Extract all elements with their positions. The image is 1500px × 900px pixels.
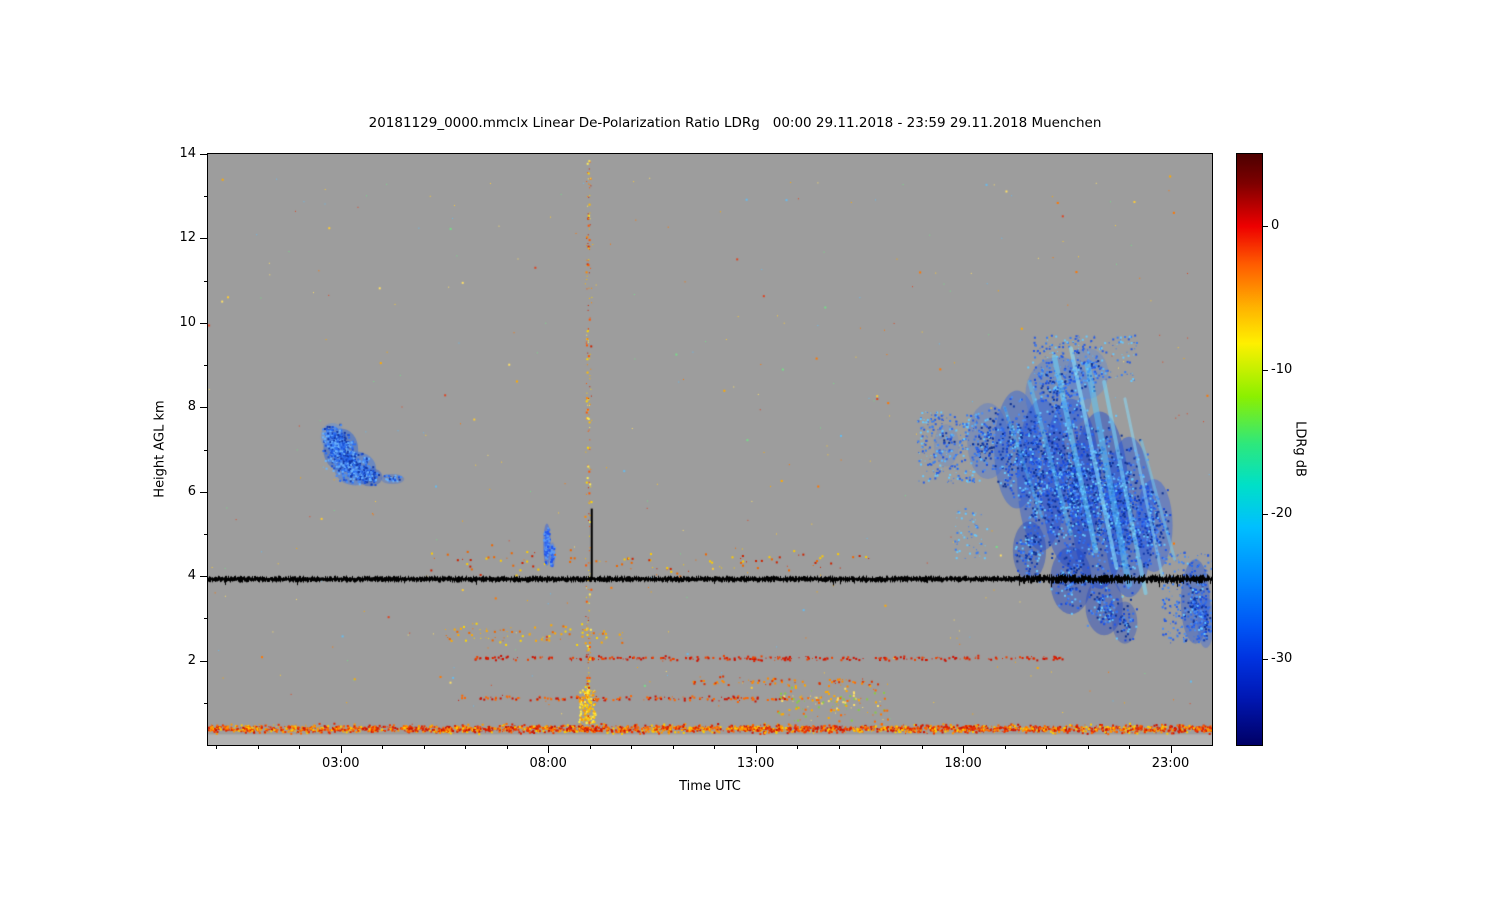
x-minor-tick [880,745,882,749]
y-tick-label: 2 [187,652,196,668]
x-minor-tick [838,745,840,749]
colorbar-canvas [1237,154,1262,745]
y-minor-tick [204,280,208,282]
x-minor-tick [299,745,301,749]
colorbar-tick [1263,370,1268,372]
y-minor-tick [204,702,208,704]
colorbar-tick [1263,514,1268,516]
y-tick-label: 10 [179,314,196,330]
colorbar-tick-label: -10 [1271,362,1293,378]
y-tick [200,322,208,324]
y-tick [200,576,208,578]
chart-title: 20181129_0000.mmclx Linear De-Polarizati… [368,115,1102,131]
x-tick [1170,745,1172,753]
y-tick [200,407,208,409]
colorbar-tick-label: -30 [1271,650,1293,666]
x-axis-label: Time UTC [679,779,741,794]
x-minor-tick [1087,745,1089,749]
colorbar-tick-label: -20 [1271,506,1293,522]
y-tick [200,660,208,662]
y-minor-tick [204,618,208,620]
y-minor-tick [204,449,208,451]
x-minor-tick [714,745,716,749]
y-tick-label: 8 [187,399,196,415]
x-minor-tick [257,745,259,749]
y-tick [200,491,208,493]
x-tick [963,745,965,753]
x-tick-label: 18:00 [944,756,982,771]
colorbar-label: LDRg dB [1292,421,1308,477]
x-tick [340,745,342,753]
y-minor-tick [204,533,208,535]
x-minor-tick [506,745,508,749]
x-minor-tick [465,745,467,749]
x-minor-tick [1004,745,1006,749]
x-minor-tick [382,745,384,749]
plot-canvas [208,154,1212,745]
x-minor-tick [423,745,425,749]
x-minor-tick [589,745,591,749]
y-minor-tick [204,196,208,198]
x-minor-tick [1129,745,1131,749]
y-tick [200,238,208,240]
colorbar-tick [1263,226,1268,228]
x-minor-tick [216,745,218,749]
x-tick [548,745,550,753]
x-minor-tick [672,745,674,749]
y-tick [200,154,208,155]
x-tick-label: 03:00 [322,756,360,771]
x-tick [755,745,757,753]
x-minor-tick [631,745,633,749]
y-minor-tick [204,365,208,367]
x-minor-tick [921,745,923,749]
y-tick-label: 12 [179,230,196,246]
colorbar-tick-label: 0 [1271,218,1280,234]
x-tick-label: 23:00 [1151,756,1190,771]
x-minor-tick [797,745,799,749]
colorbar-tick [1263,658,1268,660]
y-tick-label: 6 [187,483,196,499]
x-minor-tick [1046,745,1048,749]
y-tick-label: 4 [187,568,196,584]
x-tick-label: 13:00 [736,756,775,771]
x-tick-label: 08:00 [529,756,567,771]
y-tick-label: 14 [179,146,196,161]
